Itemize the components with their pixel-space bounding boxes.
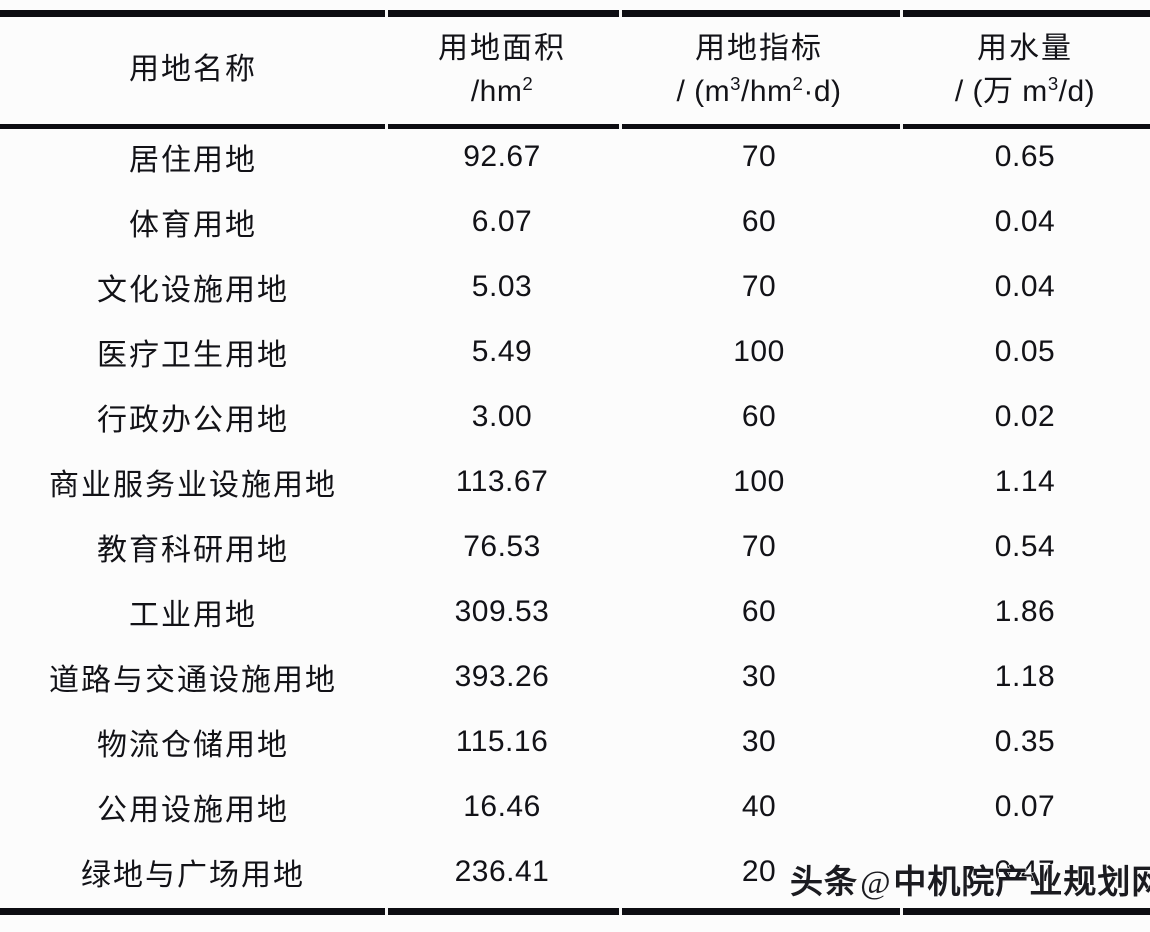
cell-water-index: 30	[741, 659, 777, 693]
cell-water-demand: 0.04	[994, 269, 1056, 303]
rule-nick	[900, 124, 903, 129]
cell-land-use-name: 物流仓储用地	[97, 728, 289, 762]
table-header: 用地名称 用地面积 /hm2 用地指标 / (m3/hm2·d) 用水量 / (…	[0, 17, 1150, 124]
rule-nick	[900, 908, 903, 915]
header-unit-text-post: ·d)	[803, 74, 842, 108]
rule-nick	[385, 908, 388, 915]
table-row: 居住用地 92.67 70 0.65	[0, 124, 1150, 189]
cell-land-area: 6.07	[471, 204, 533, 238]
cell-land-use-name: 教育科研用地	[97, 533, 289, 567]
rule-nick	[619, 124, 622, 129]
cell-land-area: 76.53	[463, 529, 541, 563]
cell-land-use-name: 医疗卫生用地	[97, 338, 289, 372]
cell-land-use-name: 商业服务业设施用地	[49, 468, 337, 502]
cell-water-demand: 1.18	[994, 659, 1056, 693]
cell-water-index: 100	[733, 464, 785, 498]
column-header-land-use-name: 用地名称	[0, 17, 386, 124]
cell-water-demand: 0.05	[994, 334, 1056, 368]
header-unit-text: / (m	[676, 74, 731, 108]
rule-nick	[619, 908, 622, 915]
cell-water-demand: 0.07	[994, 789, 1056, 823]
cell-land-area: 236.41	[454, 854, 550, 888]
data-table: 用地名称 用地面积 /hm2 用地指标 / (m3/hm2·d) 用水量 / (…	[0, 17, 1150, 904]
header-unit-text: / (万 m	[954, 74, 1048, 108]
cell-water-index: 100	[733, 334, 785, 368]
cell-land-area: 5.03	[471, 269, 533, 303]
cell-water-index: 70	[741, 139, 777, 173]
cell-water-index: 70	[741, 269, 777, 303]
cell-land-area: 92.67	[463, 139, 541, 173]
header-unit: / (万 m3/d)	[900, 71, 1150, 114]
cell-water-index: 60	[741, 594, 777, 628]
cell-water-index: 20	[741, 854, 777, 888]
header-title: 用水量	[977, 31, 1073, 65]
table-body: 居住用地 92.67 70 0.65 体育用地 6.07 60 0.04 文化设施用地 5.03 7…	[0, 124, 1150, 904]
cell-land-area: 16.46	[463, 789, 541, 823]
cell-water-demand: 0.47	[994, 854, 1056, 888]
cell-water-demand: 1.86	[994, 594, 1056, 628]
table-row: 体育用地 6.07 60 0.04	[0, 189, 1150, 254]
cell-land-area: 393.26	[454, 659, 550, 693]
cell-water-demand: 0.35	[994, 724, 1056, 758]
cell-land-use-name: 文化设施用地	[97, 273, 289, 307]
cell-water-demand: 0.54	[994, 529, 1056, 563]
table-header-rule	[0, 124, 1150, 129]
header-unit: / (m3/hm2·d)	[618, 71, 900, 114]
cell-water-demand: 1.14	[994, 464, 1056, 498]
cell-land-use-name: 公用设施用地	[97, 793, 289, 827]
cell-land-use-name: 绿地与广场用地	[81, 858, 305, 892]
header-unit-exponent: 3	[1047, 72, 1059, 94]
cell-land-use-name: 行政办公用地	[97, 403, 289, 437]
cell-land-area: 5.49	[471, 334, 533, 368]
header-title: 用地名称	[129, 53, 257, 87]
table-row: 教育科研用地 76.53 70 0.54	[0, 514, 1150, 579]
cell-water-demand: 0.65	[994, 139, 1056, 173]
cell-water-index: 30	[741, 724, 777, 758]
cell-water-index: 60	[741, 399, 777, 433]
table-row: 商业服务业设施用地 113.67 100 1.14	[0, 449, 1150, 514]
header-unit-exponent: 2	[522, 72, 534, 94]
header-title: 用地指标	[695, 31, 823, 65]
cell-water-index: 40	[741, 789, 777, 823]
cell-land-use-name: 体育用地	[129, 208, 257, 242]
header-unit-text-post: /d)	[1058, 74, 1096, 108]
table-row: 工业用地 309.53 60 1.86	[0, 579, 1150, 644]
table-bottom-rule	[0, 908, 1150, 915]
table-row: 医疗卫生用地 5.49 100 0.05	[0, 319, 1150, 384]
column-header-land-area: 用地面积 /hm2	[386, 17, 618, 124]
table-row: 道路与交通设施用地 393.26 30 1.18	[0, 644, 1150, 709]
cell-land-use-name: 居住用地	[129, 143, 257, 177]
header-unit-text: /hm	[470, 74, 523, 108]
rule-nick	[900, 10, 903, 17]
cell-water-demand: 0.02	[994, 399, 1056, 433]
header-row: 用地名称 用地面积 /hm2 用地指标 / (m3/hm2·d) 用水量 / (…	[0, 17, 1150, 124]
cell-land-use-name: 道路与交通设施用地	[49, 663, 337, 697]
cell-land-area: 113.67	[455, 464, 549, 498]
cell-land-area: 309.53	[454, 594, 550, 628]
cell-water-index: 60	[741, 204, 777, 238]
table-row: 文化设施用地 5.03 70 0.04	[0, 254, 1150, 319]
table-row: 公用设施用地 16.46 40 0.07	[0, 774, 1150, 839]
table-top-rule	[0, 10, 1150, 17]
table-row: 物流仓储用地 115.16 30 0.35	[0, 709, 1150, 774]
header-unit-exponent-2: 2	[792, 72, 804, 94]
header-unit-exponent: 3	[730, 72, 741, 94]
cell-land-area: 115.16	[455, 724, 549, 758]
cell-water-demand: 0.04	[994, 204, 1056, 238]
column-header-water-demand: 用水量 / (万 m3/d)	[900, 17, 1150, 124]
column-header-water-index: 用地指标 / (m3/hm2·d)	[618, 17, 900, 124]
table-row: 绿地与广场用地 236.41 20 0.47	[0, 839, 1150, 904]
header-unit: /hm2	[386, 71, 618, 114]
rule-nick	[385, 124, 388, 129]
rule-nick	[385, 10, 388, 17]
header-title: 用地面积	[438, 31, 566, 65]
cell-land-area: 3.00	[471, 399, 533, 433]
table-row: 行政办公用地 3.00 60 0.02	[0, 384, 1150, 449]
cell-land-use-name: 工业用地	[129, 598, 257, 632]
rule-nick	[619, 10, 622, 17]
cell-water-index: 70	[741, 529, 777, 563]
header-unit-text-mid: /hm	[740, 74, 793, 108]
